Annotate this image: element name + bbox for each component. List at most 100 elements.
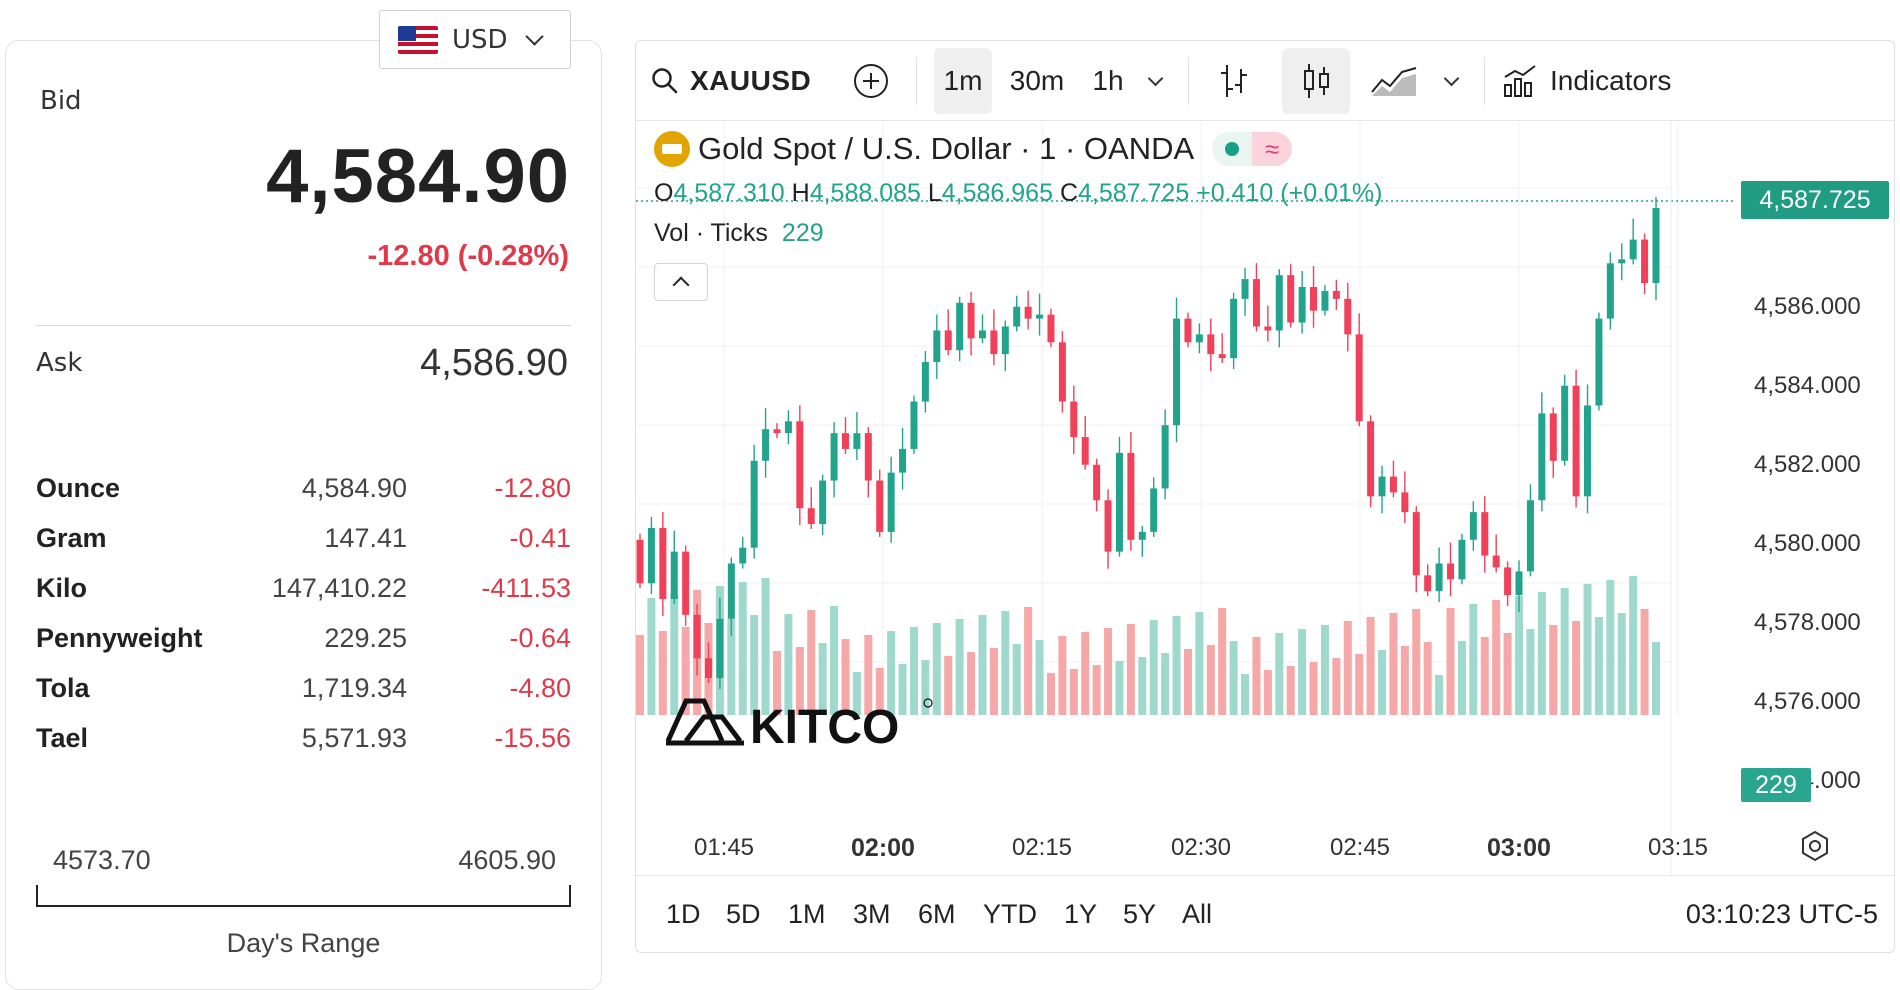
volume-bar	[1503, 633, 1512, 715]
volume-bar	[1252, 637, 1261, 715]
range-ytd[interactable]: YTD	[983, 899, 1037, 929]
symbol-label: XAUUSD	[690, 65, 812, 96]
volume-bar	[830, 606, 839, 715]
candlesticks	[636, 196, 1660, 690]
ask-label: Ask	[36, 348, 83, 378]
market-status-pill[interactable]: ≈	[1212, 132, 1293, 166]
candle-body	[1093, 464, 1101, 501]
candle-body	[1230, 298, 1238, 359]
candle-body	[1150, 488, 1158, 532]
volume-bar	[1286, 666, 1295, 715]
candle-body	[1332, 290, 1340, 299]
range-3m[interactable]: 3M	[853, 899, 891, 929]
candle-body	[1184, 318, 1192, 343]
candle-body	[1641, 239, 1649, 284]
currency-select[interactable]: USD	[379, 10, 571, 69]
volume-bar	[636, 635, 644, 715]
candle-body	[796, 421, 804, 509]
change-value: +0.410 (+0.01%)	[1196, 179, 1383, 207]
candle-body	[1218, 354, 1226, 359]
divider	[1484, 57, 1485, 105]
candle-body	[841, 433, 849, 449]
interval-30m[interactable]: 30m	[1009, 65, 1065, 96]
candle-body	[1173, 318, 1181, 426]
divider	[1188, 57, 1189, 105]
volume-bar	[772, 651, 781, 715]
candle-body	[944, 330, 952, 351]
volume-value: 229	[781, 219, 824, 247]
range-5y[interactable]: 5Y	[1123, 899, 1157, 929]
chart-settings-icon[interactable]	[1798, 829, 1832, 863]
market-open-dot-icon	[1212, 132, 1253, 166]
unit-change: -411.53	[481, 573, 571, 603]
close-label: C	[1059, 179, 1078, 207]
unit-name: Kilo	[36, 573, 87, 603]
ohlc-bars-icon	[1221, 65, 1247, 97]
candle-body	[1447, 563, 1455, 580]
volume-bar	[1617, 613, 1626, 715]
candle-body	[727, 563, 735, 619]
volume-bar	[761, 578, 770, 715]
area-chart-type-button[interactable]	[1366, 48, 1422, 114]
range-1m[interactable]: 1M	[788, 899, 826, 929]
volume-bar	[1275, 633, 1284, 715]
candle-chart-type-button[interactable]	[1282, 48, 1350, 114]
bar-chart-type-button[interactable]	[1206, 48, 1262, 114]
candle-body	[1036, 314, 1044, 319]
indicators-label: Indicators	[1550, 65, 1672, 96]
bid-label: Bid	[40, 86, 82, 116]
candle-body	[899, 448, 907, 473]
range-1y[interactable]: 1Y	[1064, 899, 1098, 929]
volume-bar	[978, 615, 987, 715]
candle-body	[1207, 334, 1215, 355]
candle-body	[762, 429, 770, 461]
volume-bar	[1138, 657, 1147, 715]
price-tick: 4,584.000	[1754, 372, 1861, 399]
divider	[636, 875, 1894, 876]
collapse-legend-button[interactable]	[654, 263, 708, 301]
candle-body	[819, 480, 827, 524]
range-1d[interactable]: 1D	[666, 899, 701, 929]
add-circle-icon	[854, 64, 888, 98]
candle-body	[1115, 452, 1123, 552]
candle-body	[887, 472, 895, 532]
unit-price: 4,584.90	[301, 473, 407, 503]
volume-label: Vol · Ticks	[654, 219, 768, 247]
interval-1m[interactable]: 1m	[934, 48, 992, 114]
candle-body	[1561, 385, 1569, 461]
volume-bar	[1104, 628, 1113, 715]
indicators-button[interactable]: Indicators	[1502, 48, 1692, 114]
volume-bar	[670, 594, 679, 715]
volume-bar	[1206, 645, 1215, 715]
volume-bar	[909, 627, 918, 715]
volume-bar	[1241, 674, 1250, 715]
compare-button[interactable]	[846, 48, 896, 114]
candle-body	[1549, 413, 1557, 461]
volume-bar	[932, 623, 941, 715]
candle-body	[1024, 306, 1032, 319]
candle-body	[1264, 326, 1272, 331]
us-flag-icon	[398, 25, 438, 54]
volume-bar	[1480, 637, 1489, 715]
interval-1h[interactable]: 1h	[1092, 65, 1124, 96]
time-tick: 02:15	[1011, 834, 1073, 861]
range-5d[interactable]: 5D	[726, 899, 761, 929]
bid-price: 4,584.90	[266, 134, 570, 219]
volume-bar	[1126, 624, 1135, 715]
candle-body	[1469, 512, 1477, 540]
symbol-search[interactable]: XAUUSD	[650, 48, 820, 114]
volume-bar	[1058, 636, 1067, 715]
volume-bar	[1583, 584, 1592, 715]
last-volume-label: 229	[1741, 768, 1811, 802]
range-6m[interactable]: 6M	[918, 899, 956, 929]
chart-plot-area[interactable]	[636, 121, 1895, 875]
interval-dropdown[interactable]	[1140, 48, 1170, 114]
range-all[interactable]: All	[1182, 899, 1213, 929]
volume-bar	[1400, 646, 1409, 715]
candle-body	[1618, 259, 1626, 264]
chart-widget: XAUUSD 1m 30m 1h Indicators	[635, 40, 1895, 953]
candle-body	[921, 362, 929, 402]
volume-bar	[1629, 576, 1638, 715]
chart-type-dropdown[interactable]	[1436, 48, 1466, 114]
volume-bar	[1549, 625, 1558, 715]
